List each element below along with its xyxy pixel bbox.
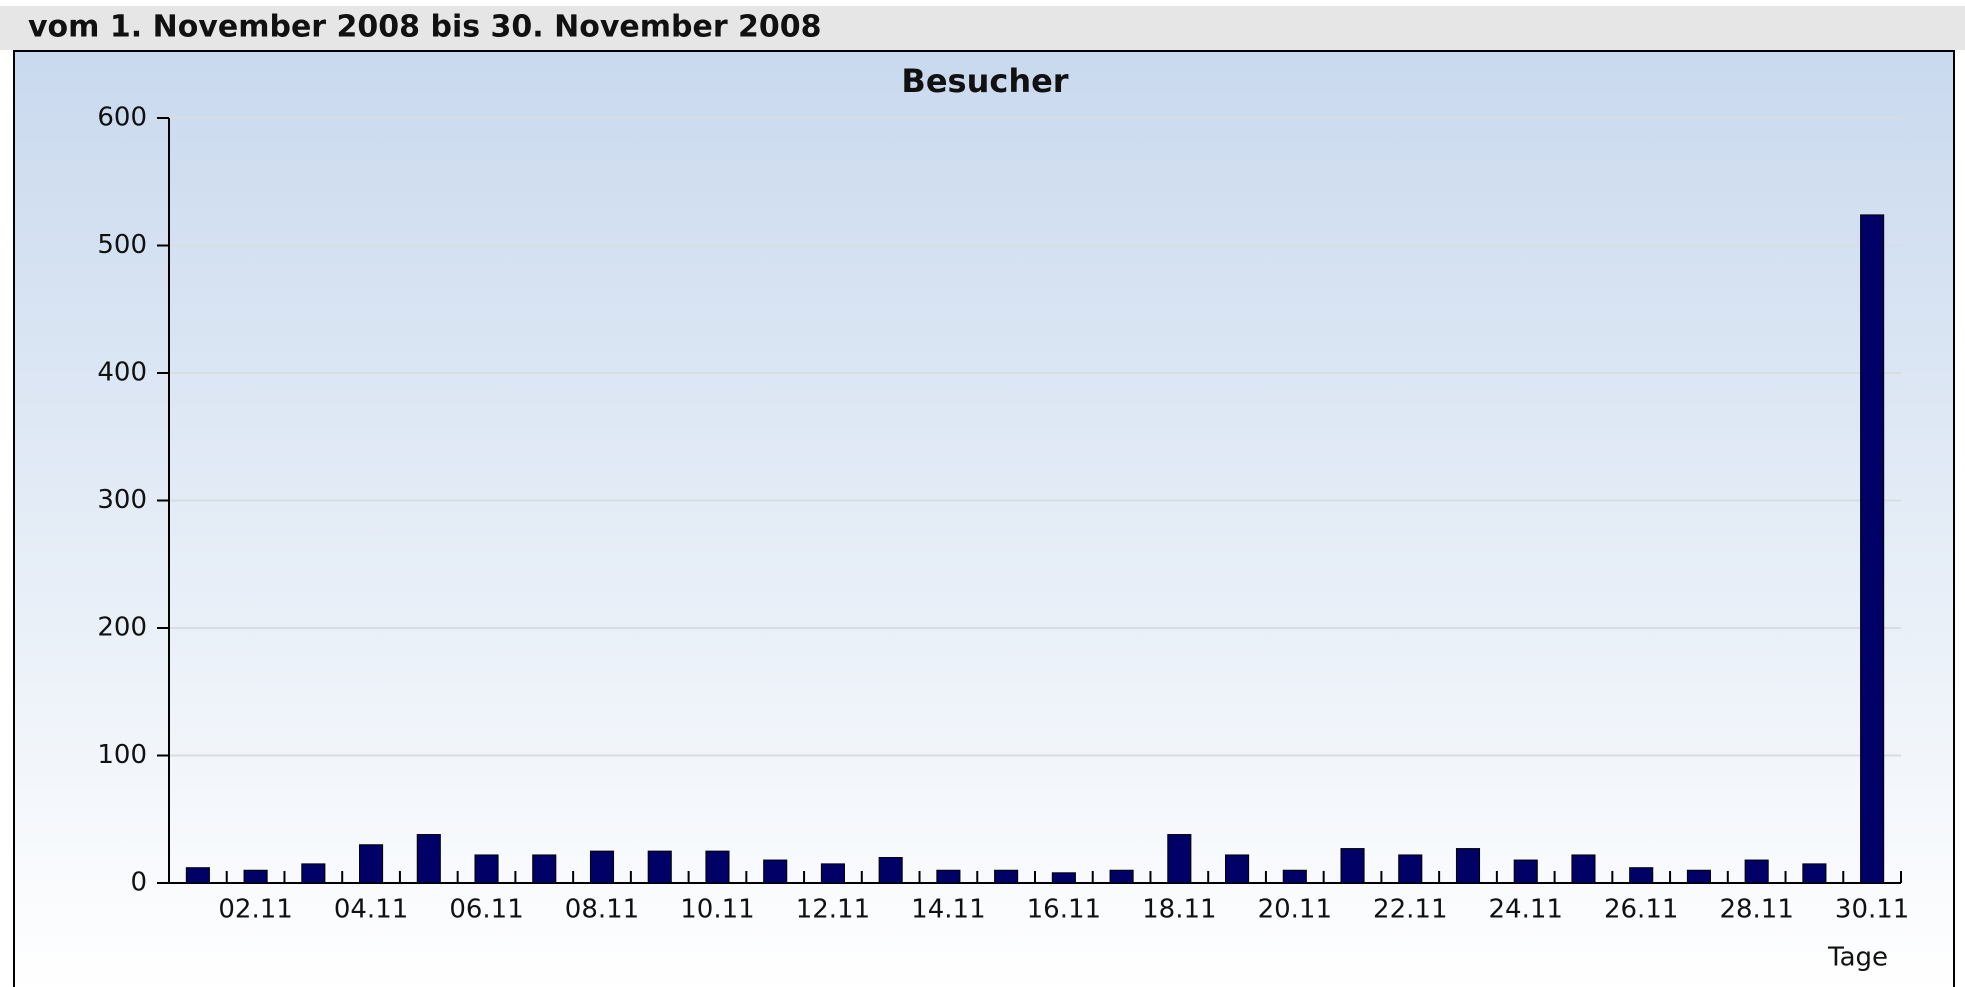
header-title: vom 1. November 2008 bis 30. November 20… bbox=[28, 10, 822, 45]
bar bbox=[878, 857, 903, 884]
y-tick-label: 200 bbox=[97, 613, 147, 643]
x-axis-label: Tage bbox=[1827, 943, 1888, 973]
bar bbox=[705, 850, 730, 884]
x-tick-label: 24.11 bbox=[1489, 895, 1563, 925]
y-tick-label: 400 bbox=[97, 358, 147, 388]
y-tick-label: 0 bbox=[130, 868, 147, 898]
bar bbox=[936, 869, 961, 884]
bar bbox=[763, 859, 788, 884]
x-tick-label: 08.11 bbox=[565, 895, 639, 925]
bar bbox=[1167, 834, 1192, 884]
bar bbox=[1398, 854, 1423, 884]
x-tick-label: 02.11 bbox=[218, 895, 292, 925]
bar bbox=[1340, 848, 1365, 884]
bar bbox=[416, 834, 441, 884]
header-bar bbox=[0, 6, 1965, 50]
x-tick-label: 04.11 bbox=[334, 895, 408, 925]
bar bbox=[1571, 854, 1596, 884]
x-tick-label: 26.11 bbox=[1604, 895, 1678, 925]
bar bbox=[1860, 214, 1885, 884]
x-tick-label: 16.11 bbox=[1027, 895, 1101, 925]
bar bbox=[1802, 863, 1827, 884]
x-tick-label: 06.11 bbox=[449, 895, 523, 925]
bar bbox=[994, 869, 1019, 884]
bar bbox=[185, 867, 210, 884]
y-tick-label: 500 bbox=[97, 230, 147, 260]
chart-frame bbox=[13, 50, 1955, 987]
bar bbox=[1109, 869, 1134, 884]
x-tick-label: 30.11 bbox=[1835, 895, 1909, 925]
bar bbox=[243, 869, 268, 884]
y-tick-label: 300 bbox=[97, 485, 147, 515]
x-tick-label: 22.11 bbox=[1373, 895, 1447, 925]
bar bbox=[1513, 859, 1538, 884]
x-tick-label: 18.11 bbox=[1142, 895, 1216, 925]
bar bbox=[359, 844, 384, 884]
bar bbox=[1629, 867, 1654, 884]
y-tick-label: 600 bbox=[97, 103, 147, 133]
x-tick-label: 10.11 bbox=[680, 895, 754, 925]
bar bbox=[647, 850, 672, 884]
bar bbox=[1455, 848, 1481, 884]
bar bbox=[1686, 869, 1711, 884]
bar bbox=[532, 854, 557, 884]
x-tick-label: 12.11 bbox=[796, 895, 870, 925]
bar bbox=[474, 854, 499, 884]
x-tick-label: 20.11 bbox=[1258, 895, 1332, 925]
bar bbox=[589, 850, 615, 884]
bar bbox=[1051, 872, 1076, 884]
x-tick-label: 28.11 bbox=[1719, 895, 1793, 925]
bar bbox=[1282, 869, 1307, 884]
bar bbox=[820, 863, 845, 884]
y-tick-label: 100 bbox=[97, 740, 147, 770]
x-tick-label: 14.11 bbox=[911, 895, 985, 925]
bar bbox=[1225, 854, 1250, 884]
bar bbox=[301, 863, 326, 884]
bar bbox=[1744, 859, 1769, 884]
chart-title: Besucher bbox=[901, 62, 1068, 100]
